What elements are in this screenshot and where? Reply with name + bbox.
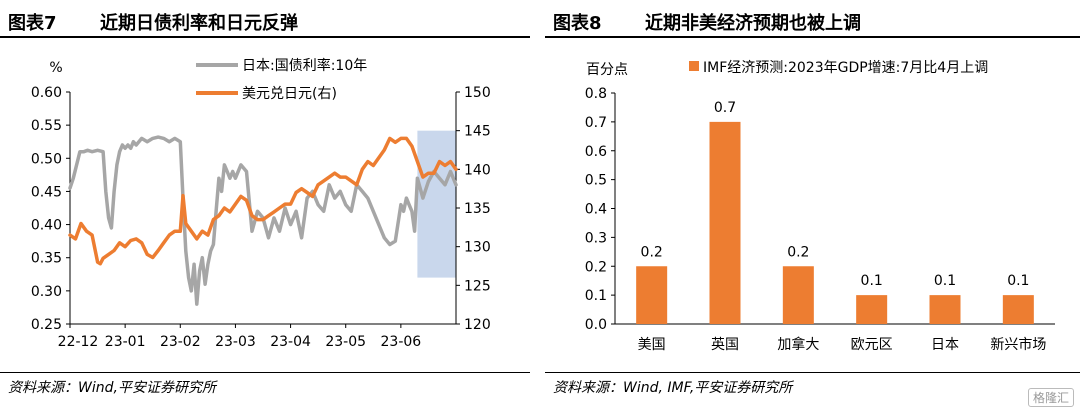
left-figure-panel: 图表7 近期日债利率和日元反弹 0.60 0.55 0.50 0.45 0.40 0.35…	[0, 0, 530, 411]
highlight-band	[417, 130, 456, 278]
bar-legend-label: IMF经济预测:2023年GDP增速:7月比4月上调	[703, 60, 988, 76]
bar-y-tick-label: 0.4	[585, 202, 607, 218]
right-y-tick-label: 140	[464, 162, 491, 178]
bar-category-label: 新兴市场	[990, 336, 1046, 353]
bar-category-label: 加拿大	[777, 336, 819, 353]
right-source-bar: 资料来源：Wind, IMF,平安证券研究所	[545, 372, 1080, 399]
x-tick-label: 23-03	[215, 334, 256, 350]
x-tick-label: 23-04	[270, 334, 311, 350]
left-figure-title: 近期日债利率和日元反弹	[100, 13, 298, 34]
right-title-bar: 图表8 近期非美经济预期也被上调	[545, 6, 1080, 38]
left-title-bar: 图表7 近期日债利率和日元反弹	[0, 6, 530, 38]
series-line-usdjpy	[68, 136, 458, 266]
legend-label-usdjpy: 美元兑日元(右)	[242, 86, 337, 102]
bar-y-tick-label: 0.8	[585, 86, 607, 102]
bar-y-tick-label: 0.2	[585, 259, 607, 275]
series-line-jgb-10y	[68, 135, 458, 306]
right-figure-title: 近期非美经济预期也被上调	[645, 13, 861, 34]
bar-category-label: 英国	[711, 336, 739, 353]
bar-y-tick-label: 0.3	[585, 230, 607, 246]
x-tick-label: 23-06	[381, 334, 422, 350]
x-tick-label: 23-02	[160, 334, 201, 350]
right-y-tick-label: 120	[464, 317, 491, 333]
x-tick-label: 23-05	[325, 334, 366, 350]
left-y-unit-label: %	[49, 60, 62, 76]
bar-value-label: 0.1	[1007, 273, 1029, 289]
right-y-tick-label: 125	[464, 278, 491, 294]
right-y-tick-label: 130	[464, 240, 491, 256]
bar	[929, 295, 961, 324]
bar	[782, 266, 814, 324]
bar-category-label: 日本	[931, 337, 959, 353]
left-y-tick-label: 0.55	[31, 118, 62, 134]
left-figure-number: 图表7	[8, 13, 57, 34]
right-figure-panel: 图表8 近期非美经济预期也被上调 0.8 0.7 0.6 0.5 0.4 0.3 0.2 0.…	[545, 0, 1080, 411]
bar	[1002, 295, 1034, 324]
bar	[709, 121, 741, 324]
bar-y-tick-label: 0.6	[585, 144, 607, 160]
bar-y-tick-label: 0.0	[585, 317, 607, 333]
bar	[636, 266, 668, 324]
left-y-tick-label: 0.25	[31, 317, 62, 333]
bar-value-label: 0.2	[641, 244, 663, 260]
right-y-tick-label: 135	[464, 201, 491, 217]
bar-category-label: 欧元区	[851, 337, 893, 353]
right-y-tick-label: 150	[464, 85, 491, 101]
bar-category-label: 美国	[638, 337, 666, 353]
left-y-tick-label: 0.40	[31, 218, 62, 234]
bar	[856, 295, 888, 324]
x-tick-label: 22-12	[58, 334, 99, 350]
bar-value-label: 0.2	[787, 244, 809, 260]
bar-y-unit-label: 百分点	[586, 62, 628, 78]
bar-value-label: 0.7	[714, 100, 736, 116]
watermark-logo: 格隆汇	[1027, 388, 1074, 407]
left-y-tick-label: 0.35	[31, 251, 62, 267]
bar-y-tick-label: 0.7	[585, 115, 607, 131]
right-y-tick-label: 145	[464, 124, 491, 140]
left-y-tick-label: 0.50	[31, 151, 62, 167]
bar-chart: 0.8 0.7 0.6 0.5 0.4 0.3 0.2 0.1 0.0 百分点 IMF经济预测:20…	[585, 60, 1055, 353]
bar-value-label: 0.1	[934, 273, 956, 289]
bar-y-tick-label: 0.1	[585, 288, 607, 304]
left-y-tick-label: 0.60	[31, 85, 62, 101]
right-source-text: 资料来源：Wind, IMF,平安证券研究所	[553, 380, 793, 396]
left-y-tick-label: 0.30	[31, 284, 62, 300]
left-y-tick-label: 0.45	[31, 184, 62, 200]
line-chart: 0.60 0.55 0.50 0.45 0.40 0.35 0.30 0.25 150 145 14…	[31, 57, 491, 350]
bar-value-label: 0.1	[861, 273, 883, 289]
bar-legend-swatch	[689, 61, 699, 71]
left-source-bar: 资料来源：Wind,平安证券研究所	[0, 372, 530, 399]
x-tick-label: 23-01	[105, 334, 146, 350]
legend-label-jgb-10y: 日本:国债利率:10年	[242, 57, 367, 74]
right-figure-number: 图表8	[553, 13, 602, 34]
bar-y-tick-label: 0.5	[585, 173, 607, 189]
left-source-text: 资料来源：Wind,平安证券研究所	[8, 380, 216, 396]
